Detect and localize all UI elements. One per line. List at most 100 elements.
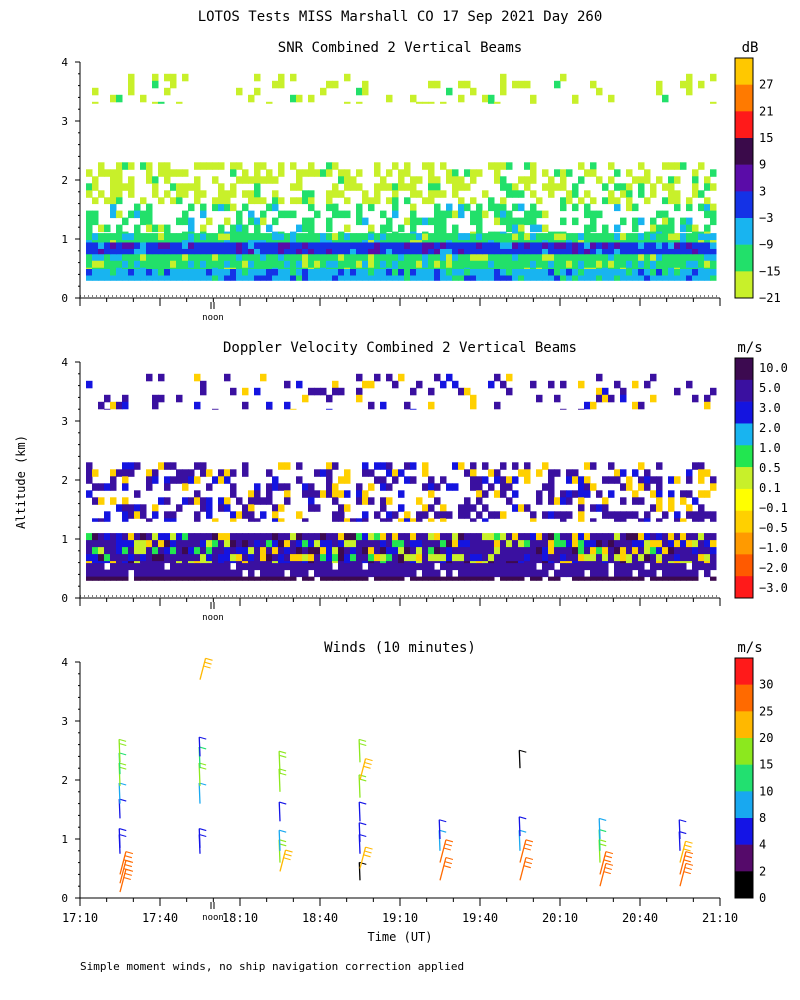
heatmap-cell [86, 547, 93, 555]
heatmap-cell [596, 562, 603, 571]
heatmap-cell [602, 569, 609, 578]
heatmap-cell [404, 533, 411, 541]
heatmap-cell [122, 576, 129, 581]
heatmap-cell [404, 562, 411, 571]
heatmap-cell [134, 547, 141, 555]
heatmap-cell [230, 260, 237, 269]
heatmap-cell [500, 511, 507, 519]
heatmap-cell [248, 190, 255, 198]
heatmap-cell [242, 233, 249, 241]
heatmap-cell [530, 176, 537, 184]
heatmap-cell [164, 497, 171, 505]
heatmap-cell [524, 260, 531, 269]
heatmap-cell [200, 260, 207, 269]
heatmap-cell [518, 469, 525, 477]
heatmap-cell [332, 490, 339, 498]
heatmap-cell [248, 260, 255, 269]
heatmap-cell [344, 268, 351, 276]
heatmap-cell [86, 576, 93, 581]
heatmap-cell [302, 394, 309, 403]
heatmap-cell [380, 497, 387, 505]
heatmap-cell [224, 260, 231, 269]
heatmap-cell [314, 241, 321, 250]
heatmap-cell [650, 540, 657, 548]
heatmap-cell [506, 248, 513, 255]
heatmap-cell [518, 240, 525, 243]
heatmap-cell [176, 547, 183, 555]
heatmap-cell [122, 253, 129, 262]
heatmap-cell [284, 562, 291, 571]
panel-2: Doppler Velocity Combined 2 Vertical Bea… [61, 340, 788, 623]
heatmap-cell [230, 561, 237, 564]
heatmap-cell [404, 547, 411, 555]
heatmap-cell [110, 253, 117, 262]
heatmap-cell [422, 197, 429, 205]
heatmap-cell [542, 562, 549, 571]
heatmap-cell [626, 253, 633, 262]
heatmap-cell [230, 387, 237, 396]
heatmap-cell [470, 231, 477, 234]
heatmap-cell [470, 169, 477, 177]
heatmap-cell [272, 267, 279, 269]
heatmap-cell [572, 562, 579, 571]
heatmap-cell [266, 401, 273, 410]
heatmap-cell [182, 233, 189, 241]
heatmap-cell [710, 240, 717, 243]
heatmap-cell [368, 267, 375, 269]
heatmap-cell [92, 248, 99, 255]
heatmap-cell [254, 176, 261, 184]
heatmap-cell [584, 547, 591, 555]
heatmap-cell [182, 183, 189, 191]
heatmap-cell [446, 268, 453, 276]
heatmap-cell [470, 233, 477, 241]
heatmap-cell [560, 569, 567, 578]
wind-barb-flag [199, 736, 207, 740]
wind-barb-flag [205, 657, 213, 661]
heatmap-cell [566, 533, 573, 541]
heatmap-cell [692, 169, 699, 177]
wind-barb-flag [365, 758, 373, 762]
heatmap-cell [236, 497, 243, 505]
heatmap-cell [272, 275, 279, 281]
heatmap-cell [212, 533, 219, 541]
heatmap-cell [164, 240, 171, 243]
heatmap-cell [260, 561, 267, 564]
heatmap-cell [350, 533, 357, 541]
heatmap-cell [686, 248, 693, 255]
heatmap-cell [308, 576, 315, 581]
heatmap-cell [572, 101, 579, 104]
heatmap-cell [608, 462, 615, 470]
heatmap-cell [176, 190, 183, 198]
heatmap-cell [86, 190, 93, 198]
heatmap-cell [644, 268, 651, 276]
heatmap-cell [710, 387, 717, 396]
heatmap-cell [554, 240, 561, 243]
heatmap-cell [668, 547, 675, 555]
heatmap-cell [512, 80, 519, 89]
heatmap-cell [290, 73, 297, 82]
heatmap-cell [308, 203, 315, 212]
heatmap-cell [194, 569, 201, 578]
heatmap-cell [368, 401, 375, 410]
wind-barb [119, 869, 127, 893]
heatmap-cell [326, 248, 333, 255]
heatmap-cell [110, 241, 117, 250]
heatmap-cell [386, 483, 393, 491]
heatmap-cell [320, 547, 327, 555]
heatmap-cell [530, 233, 537, 241]
heatmap-cell [284, 554, 291, 562]
heatmap-cell [416, 576, 423, 581]
heatmap-cell [380, 241, 387, 250]
wind-barb [198, 737, 201, 757]
heatmap-cell [662, 562, 669, 571]
heatmap-cell [236, 248, 243, 255]
heatmap-cell [362, 267, 369, 269]
heatmap-cell [482, 275, 489, 281]
colorbar-tick-label: 1.0 [759, 441, 781, 455]
heatmap-cell [314, 267, 321, 269]
wind-barb [519, 857, 527, 881]
heatmap-cell [92, 554, 99, 562]
heatmap-cell [308, 490, 315, 498]
heatmap-cell [248, 176, 255, 184]
heatmap-cell [248, 248, 255, 255]
